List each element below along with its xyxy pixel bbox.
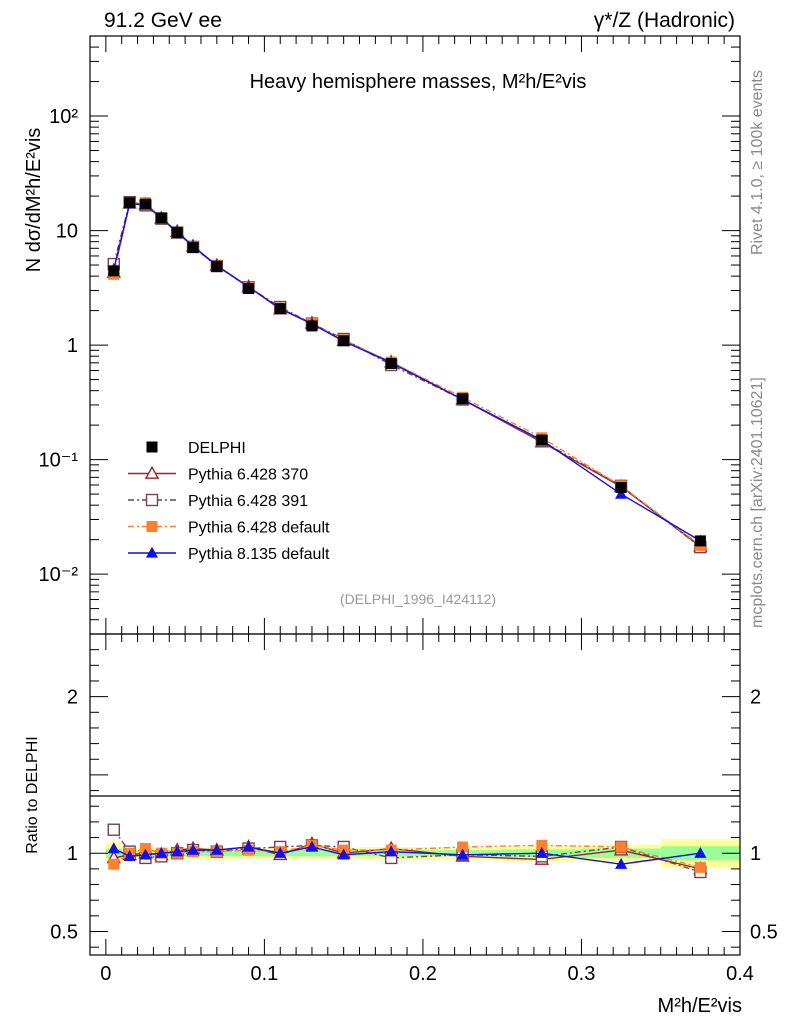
point-delphi <box>211 261 223 273</box>
point-delphi <box>615 482 627 494</box>
ratio-point-pythia-6-428-default <box>536 839 548 851</box>
ratio-y-tick-label-right: 0.5 <box>750 922 778 944</box>
point-delphi <box>536 434 548 446</box>
ratio-series-layer <box>106 823 708 879</box>
legend-label-pythia-6-428-370: Pythia 6.428 370 <box>188 467 308 484</box>
x-axis: 0 0.1 0.2 0.3 0.4 <box>100 36 754 985</box>
point-delphi <box>694 535 706 547</box>
ratio-panel-frame <box>89 633 741 956</box>
ratio-point-pythia-6-428-default <box>694 861 706 873</box>
ratio-point-pythia-6-428-default <box>457 841 469 853</box>
point-delphi <box>306 320 318 332</box>
ratio-point-pythia-8-135-default <box>210 843 223 855</box>
point-delphi <box>124 197 136 209</box>
ratio-line-pythia-6-428-391 <box>113 829 701 873</box>
main-title: Heavy hemisphere masses, M²h/E²vis <box>250 71 587 93</box>
point-delphi <box>243 282 255 294</box>
ratio-point-pythia-6-428-391 <box>107 823 120 836</box>
legend-label-delphi: DELPHI <box>188 440 246 457</box>
ratio-point-pythia-8-135-default <box>535 846 548 858</box>
point-delphi <box>457 393 469 405</box>
legend-marker-delphi <box>146 441 158 453</box>
point-delphi <box>385 358 397 370</box>
x-tick-label: 0.2 <box>409 963 437 985</box>
rivet-label: Rivet 4.1.0, ≥ 100k events <box>749 70 766 255</box>
x-tick-label: 0 <box>100 963 111 985</box>
point-delphi <box>155 212 167 224</box>
ratio-y-tick-label: 1 <box>67 843 78 865</box>
point-delphi <box>187 242 199 254</box>
ratio-point-pythia-6-428-default <box>615 841 627 853</box>
energy-label: 91.2 GeV ee <box>104 9 222 32</box>
mcplots-label: mcplots.cern.ch [arXiv:2401.10621] <box>749 377 766 628</box>
y-tick-label: 1 <box>67 335 78 357</box>
y-tick-label: 10² <box>49 106 78 128</box>
ratio-point-pythia-8-135-default <box>694 846 707 858</box>
ratio-ylabel: Ratio to DELPHI <box>24 736 41 853</box>
point-pythia-8-135-default <box>615 487 628 499</box>
series-line-pythia-8-135-default <box>113 203 701 542</box>
ratio-point-pythia-8-135-default <box>155 846 168 858</box>
y-tick-label: 10⁻¹ <box>39 450 79 472</box>
process-label: γ*/Z (Hadronic) <box>594 9 735 32</box>
x-tick-label: 0.4 <box>726 963 754 985</box>
ratio-point-pythia-8-135-default <box>305 840 319 852</box>
ratio-point-pythia-8-135-default <box>385 845 398 857</box>
ratio-point-pythia-8-135-default <box>615 857 628 869</box>
point-delphi <box>139 198 151 210</box>
legend-marker-pythia-6-428-370 <box>144 465 160 479</box>
x-axis-label: M²h/E²vis <box>658 995 742 1017</box>
ratio-point-pythia-8-135-default <box>123 850 136 862</box>
legend: DELPHI Pythia 6.428 370 Pythia 6.428 391 Py… <box>128 440 330 563</box>
legend-marker-pythia-6-428-391 <box>145 493 159 507</box>
main-ylabel: N dσ/dM²h/E²vis <box>23 128 45 273</box>
point-delphi <box>274 303 286 315</box>
ratio-point-pythia-8-135-default <box>274 846 287 858</box>
main-y-axis: 10⁻² 10⁻¹ 1 10 10² <box>39 35 740 635</box>
ratio-line-pythia-6-428-default <box>113 844 701 868</box>
y-tick-label: 10 <box>56 221 78 243</box>
point-delphi <box>338 335 350 347</box>
legend-marker-pythia-6-428-default <box>146 521 158 532</box>
legend-marker-pythia-8-135-default <box>145 546 159 558</box>
legend-label-pythia-6-428-default: Pythia 6.428 default <box>188 520 330 537</box>
ratio-point-pythia-6-428-default <box>108 858 120 870</box>
main-series-layer <box>106 195 708 554</box>
ratio-y-tick-label-right: 2 <box>750 687 761 709</box>
legend-label-pythia-8-135-default: Pythia 8.135 default <box>188 546 330 563</box>
x-tick-label: 0.1 <box>250 963 278 985</box>
point-delphi <box>108 265 120 277</box>
ratio-y-tick-label: 0.5 <box>50 922 78 944</box>
ratio-y-axis: 0.5 0.5 1 1 2 2 <box>50 649 778 948</box>
band-green <box>296 850 328 857</box>
ratio-point-pythia-8-135-default <box>186 843 200 855</box>
ratio-y-tick-label: 2 <box>67 687 78 709</box>
ratio-point-pythia-8-135-default <box>456 848 469 860</box>
ratio-point-pythia-8-135-default <box>171 845 184 857</box>
ratio-point-pythia-8-135-default <box>242 840 255 852</box>
ratio-point-pythia-8-135-default <box>139 848 152 860</box>
x-tick-label: 0.3 <box>568 963 596 985</box>
ratio-point-pythia-8-135-default <box>107 842 120 854</box>
point-delphi <box>171 227 183 239</box>
main-panel-frame <box>89 35 741 635</box>
ratio-line-pythia-8-135-default <box>113 846 701 865</box>
legend-label-pythia-6-428-391: Pythia 6.428 391 <box>188 493 308 510</box>
ratio-point-pythia-8-135-default <box>337 848 350 860</box>
y-tick-label: 10⁻² <box>39 564 79 586</box>
analysis-watermark: (DELPHI_1996_I424112) <box>340 591 496 607</box>
ratio-y-tick-label-right: 1 <box>750 843 761 865</box>
